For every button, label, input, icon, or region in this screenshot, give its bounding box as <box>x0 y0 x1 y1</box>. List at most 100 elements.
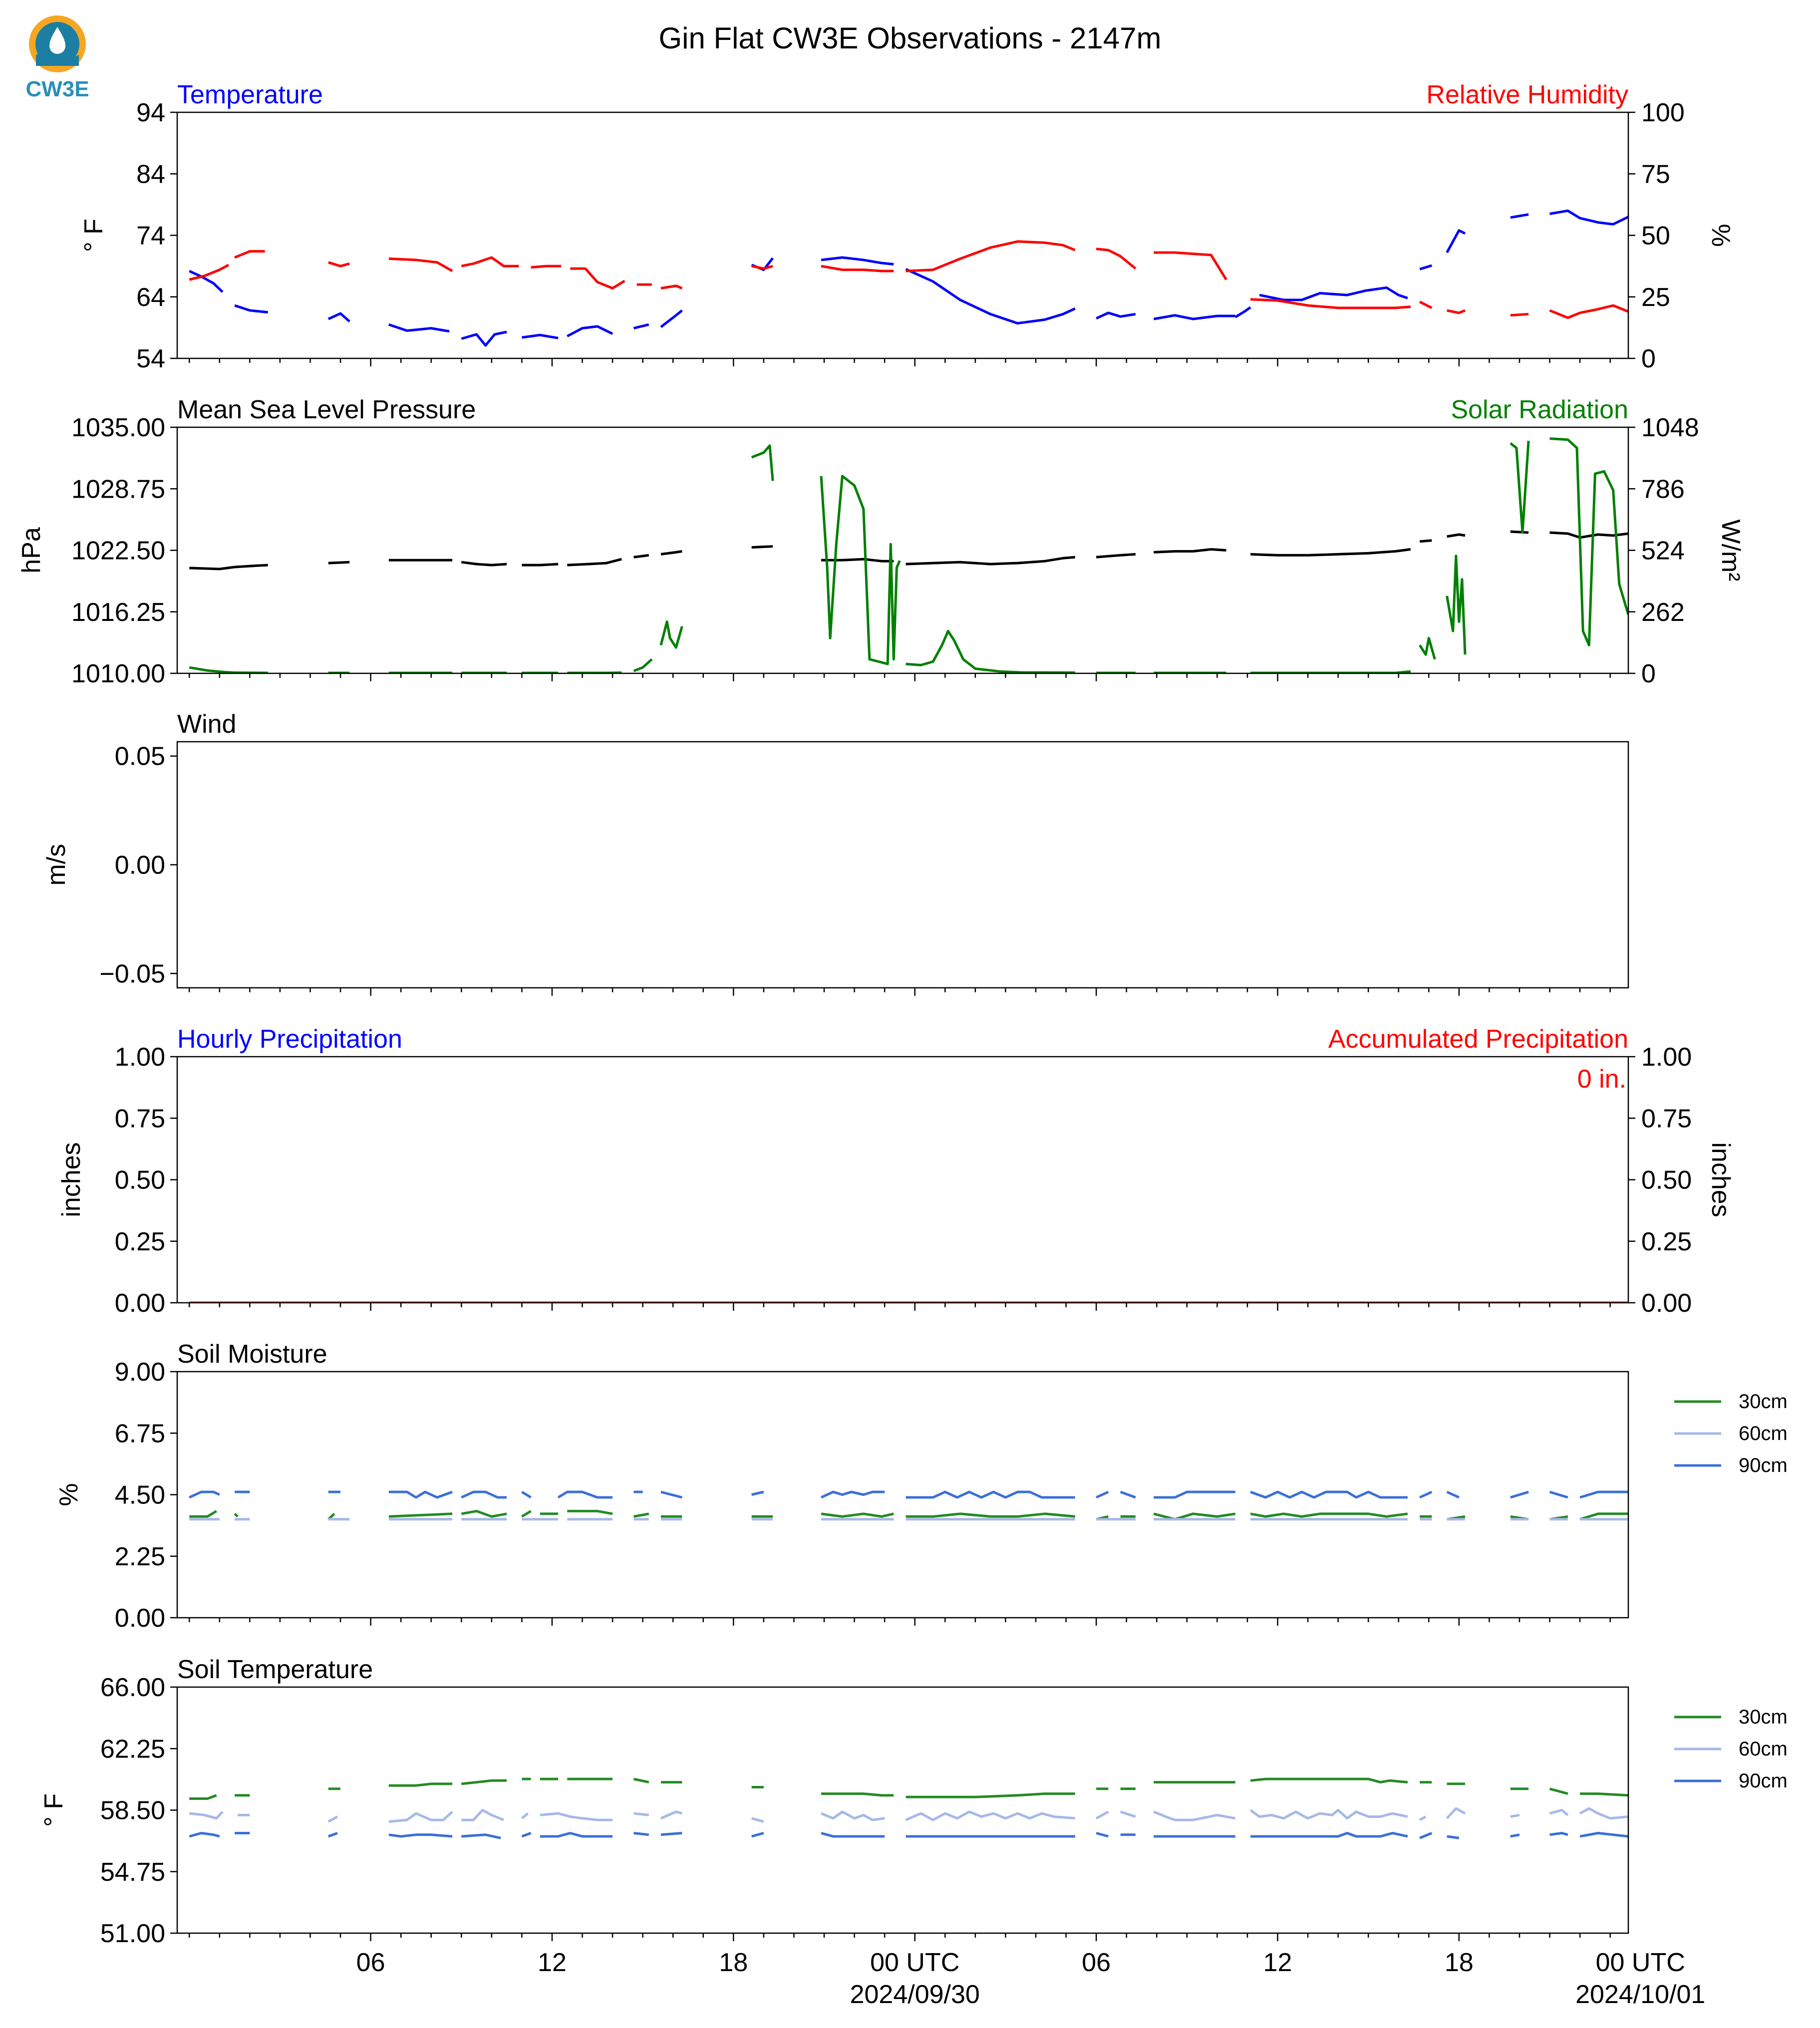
series-line-segment <box>1549 1809 1569 1816</box>
y-tick-label-right: 1048 <box>1641 413 1699 442</box>
series-line-segment <box>633 1512 649 1518</box>
series-line-segment <box>1446 555 1467 655</box>
series-line-segment <box>1680 1808 1737 1818</box>
series-90cm <box>189 1832 1737 1839</box>
series-line-segment <box>1234 306 1251 318</box>
series-line-segment <box>461 1509 507 1518</box>
y-tick-label: 0.05 <box>115 742 165 771</box>
series-line-segment <box>821 1810 885 1821</box>
series-mean-sea-level-pressure <box>189 530 1667 571</box>
legend-label: 30cm <box>1739 1706 1788 1728</box>
y-tick-label-right: 0 <box>1641 344 1656 373</box>
series-line-segment <box>751 545 773 549</box>
series-line-segment <box>821 265 894 273</box>
y-tick-label: 1028.75 <box>71 475 165 504</box>
series-line-segment <box>1446 229 1466 254</box>
series-line-segment <box>1447 533 1466 538</box>
series-line-segment <box>1579 1512 1628 1521</box>
y-axis-label-right: W/m² <box>1716 519 1745 581</box>
series-line-segment <box>521 1490 532 1499</box>
series-line-segment <box>1549 209 1628 226</box>
series-line-segment <box>189 1811 224 1820</box>
series-line-segment <box>660 1490 683 1499</box>
series-line-segment <box>531 265 562 269</box>
y-axis-label: hPa <box>17 527 46 574</box>
series-30cm <box>189 1509 1628 1521</box>
y-axis-label-right: inches <box>1706 1142 1735 1217</box>
y-axis-label: ° F <box>39 1793 68 1827</box>
series-line-segment <box>189 270 224 293</box>
series-30cm <box>189 1777 1628 1800</box>
series-line-segment <box>1120 1490 1136 1499</box>
panel-title-left: Hourly Precipitation <box>177 1025 402 1054</box>
series-line-segment <box>461 1809 505 1821</box>
y-tick-label: 62.25 <box>100 1735 165 1763</box>
series-line-segment <box>1120 1810 1136 1818</box>
series-line-segment <box>388 1490 453 1499</box>
series-line-segment <box>1549 1787 1568 1795</box>
y-tick-label: 0.75 <box>115 1104 165 1133</box>
y-tick-label: 94 <box>136 98 165 127</box>
series-line-segment <box>633 1812 649 1816</box>
series-line-segment <box>1250 670 1411 673</box>
y-tick-label-right: 50 <box>1641 222 1670 251</box>
y-tick-label: 58.50 <box>100 1796 165 1825</box>
legend-label: 90cm <box>1739 1454 1788 1476</box>
series-line-segment <box>1680 1833 1737 1837</box>
series-line-segment <box>906 1792 1075 1798</box>
series-line-segment <box>1579 1807 1628 1820</box>
y-axis-label: % <box>54 1483 83 1506</box>
y-tick-label: 74 <box>136 222 165 251</box>
series-line-segment <box>234 564 268 569</box>
y-tick-label: 54.75 <box>100 1858 165 1887</box>
series-line-segment <box>1446 1490 1460 1499</box>
series-line-segment <box>821 1512 894 1518</box>
series-solar-radiation <box>189 437 1737 673</box>
panel-wind: Wind 0.05 0.00 −0.05 m/s <box>42 710 1629 996</box>
series-line-segment <box>906 240 1076 273</box>
series-line-segment <box>660 285 683 290</box>
series-line-segment <box>1419 539 1432 543</box>
x-tick-label: 00 UTC <box>870 1948 959 1977</box>
series-line-segment <box>567 325 613 337</box>
series-line-segment <box>328 261 350 268</box>
series-line-segment <box>1095 1810 1109 1820</box>
y-tick-label: 0.00 <box>115 1289 165 1318</box>
legend-label: 60cm <box>1739 1738 1788 1760</box>
series-line-segment <box>1447 1835 1460 1839</box>
series-line-segment <box>660 550 682 556</box>
series-line-segment <box>327 1815 338 1823</box>
series-line-segment <box>1419 1832 1433 1839</box>
series-line-segment <box>1419 1815 1427 1821</box>
series-line-segment <box>660 309 683 328</box>
series-line-segment <box>540 1832 613 1838</box>
y-tick-label: 1010.00 <box>71 659 165 688</box>
y-tick-label: 9.00 <box>115 1358 165 1387</box>
series-line-segment <box>633 323 649 330</box>
series-line-segment <box>189 1490 220 1499</box>
series-line-segment <box>1649 535 1667 536</box>
series-line-segment <box>461 330 507 347</box>
series-line-segment <box>1649 1813 1658 1817</box>
series-line-segment <box>1096 553 1136 559</box>
series-line-segment <box>1680 638 1737 666</box>
series-line-segment <box>1680 308 1737 314</box>
series-line-segment <box>659 620 683 649</box>
series-line-segment <box>567 1509 613 1515</box>
series-line-segment <box>1096 248 1137 270</box>
y-tick-label: 1016.25 <box>71 598 165 627</box>
x-tick-label: 18 <box>719 1948 748 1977</box>
series-line-segment <box>905 1810 1075 1821</box>
y-tick-label: −0.05 <box>99 959 165 988</box>
logo-wave <box>36 52 79 66</box>
series-line-segment <box>1510 312 1529 317</box>
series-line-segment <box>906 629 1075 673</box>
panel-title-left: Temperature <box>177 80 323 109</box>
series-line-segment <box>1510 1813 1520 1818</box>
legend-label: 60cm <box>1739 1423 1788 1445</box>
series-line-segment <box>1580 1792 1628 1797</box>
series-line-segment <box>751 444 774 481</box>
series-line-segment <box>751 1832 764 1838</box>
y-tick-label-right: 524 <box>1641 537 1685 566</box>
series-line-segment <box>1250 298 1411 309</box>
